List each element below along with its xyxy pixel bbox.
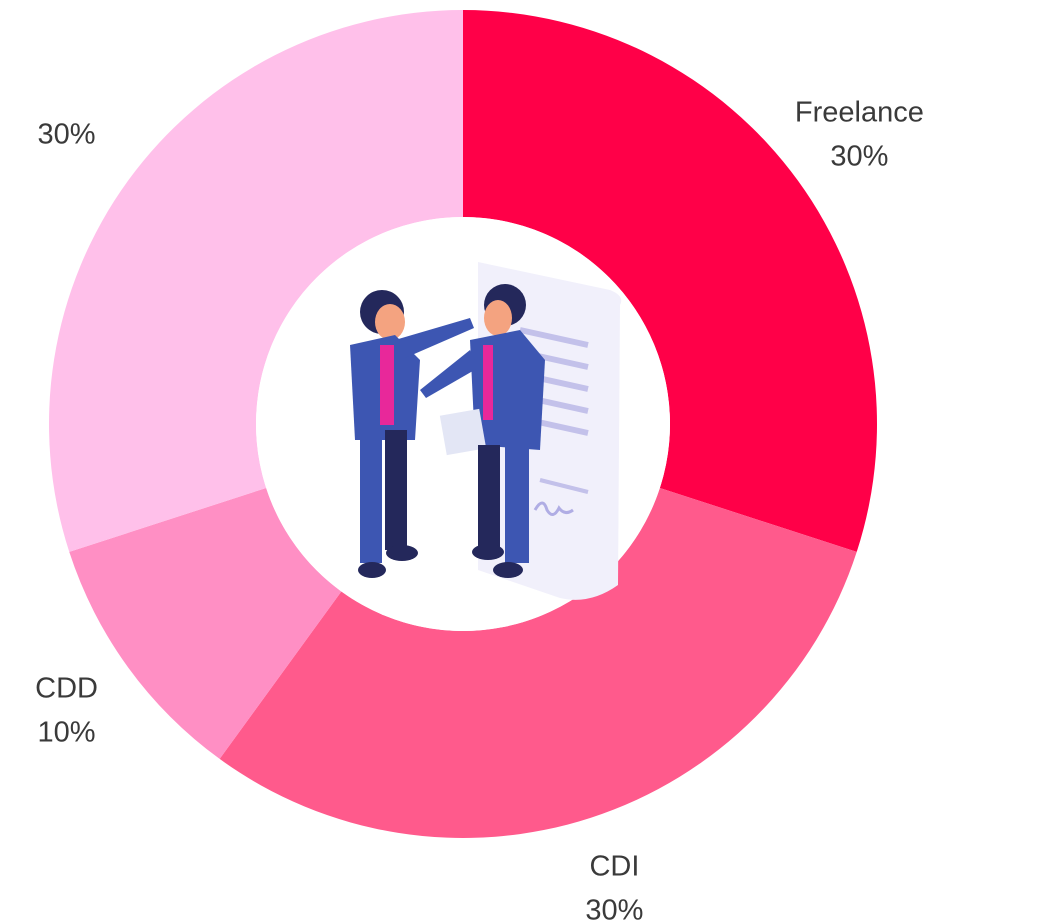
value-label: 30% xyxy=(38,119,96,151)
donut xyxy=(48,10,878,839)
labels: Freelance 30% CDI 30% CDD 10% 30% xyxy=(35,97,924,922)
donut-slice xyxy=(219,487,857,839)
slice-label: Freelance xyxy=(795,97,924,129)
donut-slice xyxy=(69,487,342,759)
slice-label: CDD xyxy=(35,673,98,705)
value-label: 30% xyxy=(830,141,888,173)
center-illustration xyxy=(256,217,670,631)
value-label: 30% xyxy=(585,895,643,922)
person-left xyxy=(350,290,474,578)
value-label: 10% xyxy=(38,717,96,749)
donut-slice xyxy=(48,10,463,552)
donut-slice xyxy=(463,10,878,552)
slice-label: CDI xyxy=(589,851,639,883)
person-right xyxy=(420,284,545,578)
